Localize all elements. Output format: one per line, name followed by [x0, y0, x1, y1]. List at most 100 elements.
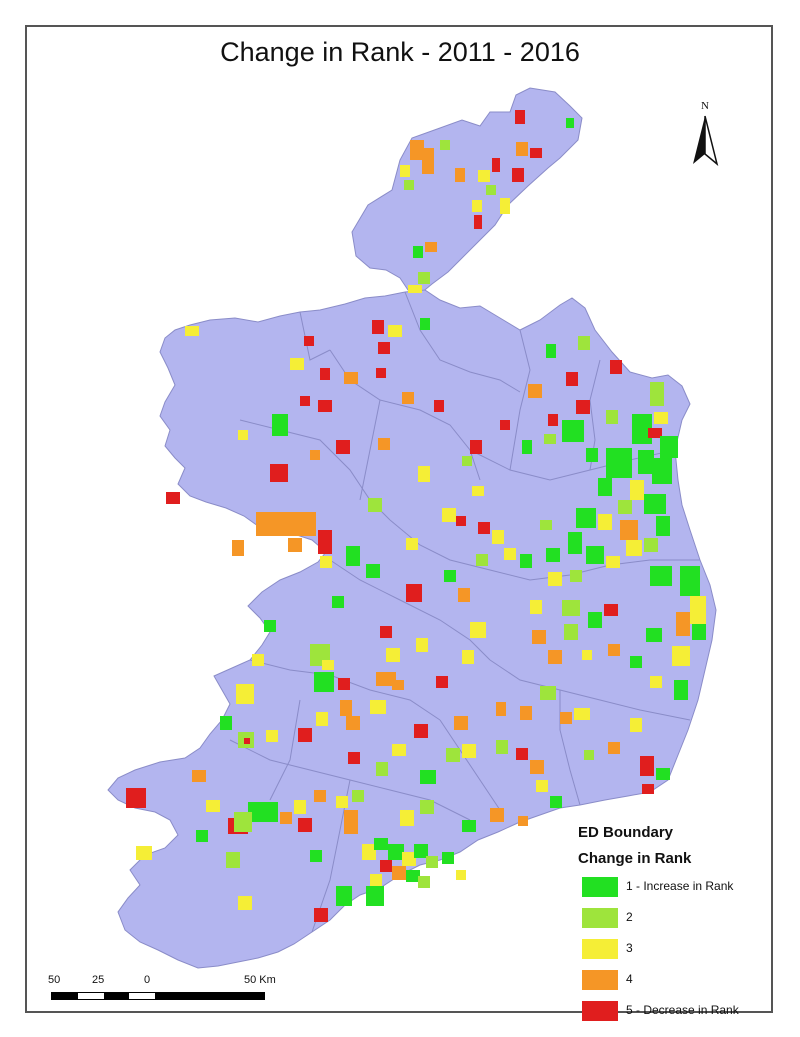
ed-patch — [692, 624, 706, 640]
ed-patch — [406, 584, 422, 602]
ed-patch — [366, 886, 384, 906]
ed-patch — [244, 738, 250, 744]
ed-patch — [422, 148, 434, 174]
ed-patch — [644, 538, 658, 552]
ed-patch — [418, 876, 430, 888]
ed-patch — [336, 440, 350, 454]
ed-patch — [318, 400, 332, 412]
ed-patch — [544, 434, 556, 444]
scale-segment — [129, 993, 155, 999]
ed-patch — [626, 540, 642, 556]
ed-patch — [440, 140, 450, 150]
ed-patch — [578, 336, 590, 350]
ed-patch — [546, 548, 560, 562]
ed-patches — [126, 110, 706, 922]
ed-patch — [238, 896, 252, 910]
ed-patch — [206, 800, 220, 812]
scale-label-0: 0 — [144, 974, 151, 986]
ed-patch — [310, 450, 320, 460]
ed-patch — [582, 650, 592, 660]
map-title: Change in Rank - 2011 - 2016 — [220, 37, 580, 67]
ed-patch — [234, 812, 252, 832]
ed-patch — [294, 800, 306, 814]
ed-patch — [304, 336, 314, 346]
ed-patch — [656, 768, 670, 780]
ed-patch — [402, 392, 414, 404]
ed-patch — [320, 556, 332, 568]
legend-swatch — [582, 908, 618, 928]
ed-patch — [406, 870, 420, 882]
north-arrow: N — [690, 100, 720, 166]
ed-patch — [676, 612, 690, 636]
ed-patch — [366, 564, 380, 578]
ed-patch — [346, 546, 360, 566]
legend-item-4: 4 — [578, 970, 768, 996]
ed-patch — [270, 464, 288, 482]
ed-patch — [586, 448, 598, 462]
ed-patch — [320, 368, 330, 380]
ed-patch — [642, 784, 654, 794]
ed-patch — [388, 325, 402, 337]
legend-swatch — [582, 939, 618, 959]
legend-label: 5 - Decrease in Rank — [626, 1003, 739, 1017]
ed-patch — [522, 440, 532, 454]
ed-patch — [336, 796, 348, 808]
ed-patch — [386, 648, 400, 662]
ed-patch — [236, 684, 254, 704]
ed-patch — [416, 638, 428, 652]
ed-patch — [252, 654, 264, 666]
scale-label-25: 25 — [92, 974, 105, 986]
ed-patch — [374, 838, 388, 850]
ed-patch — [646, 628, 662, 642]
ed-patch — [266, 730, 278, 742]
ed-patch — [192, 770, 206, 782]
legend-label: 1 - Increase in Rank — [626, 879, 734, 893]
ed-patch — [300, 396, 310, 406]
ed-patch — [490, 808, 504, 822]
legend-label: 3 — [626, 941, 633, 955]
ed-patch — [462, 744, 476, 758]
ed-patch — [418, 466, 430, 482]
legend-item-2: 2 — [578, 908, 768, 934]
ed-patch — [598, 514, 612, 530]
ed-patch — [425, 242, 437, 252]
ed-patch — [392, 744, 406, 756]
ed-patch — [462, 456, 472, 466]
scale-label-50-left: 50 — [48, 974, 61, 986]
ed-patch — [610, 360, 622, 374]
ed-patch — [288, 538, 302, 552]
north-arrow-icon — [693, 115, 719, 166]
ed-patch — [654, 412, 668, 424]
ed-patch — [458, 588, 470, 602]
ed-patch — [338, 678, 350, 690]
ed-patch — [690, 596, 706, 624]
ed-patch — [562, 420, 584, 442]
ed-patch — [434, 400, 444, 412]
ed-patch — [316, 712, 328, 726]
ed-patch — [486, 185, 496, 195]
ed-patch — [370, 700, 386, 714]
ed-patch — [368, 498, 382, 512]
scale-segment — [52, 993, 78, 999]
ed-patch — [630, 656, 642, 668]
legend-swatch — [582, 970, 618, 990]
ed-patch — [456, 516, 466, 526]
ed-patch — [598, 478, 612, 496]
ed-patch — [570, 570, 582, 582]
ed-patch — [378, 438, 390, 450]
ed-patch — [436, 676, 448, 688]
ed-patch — [620, 520, 638, 540]
ed-patch — [126, 788, 146, 808]
ed-patch — [588, 612, 602, 628]
ed-patch — [420, 770, 436, 784]
scale-label-50-km: 50 Km — [244, 974, 276, 986]
ed-patch — [420, 318, 430, 330]
ed-patch — [496, 740, 508, 754]
ed-patch — [376, 672, 396, 686]
legend-swatch — [582, 1001, 618, 1021]
ed-patch — [630, 480, 644, 500]
ed-patch — [442, 508, 456, 522]
ed-patch — [606, 448, 632, 478]
ed-patch — [314, 672, 334, 692]
ed-patch — [344, 810, 358, 834]
